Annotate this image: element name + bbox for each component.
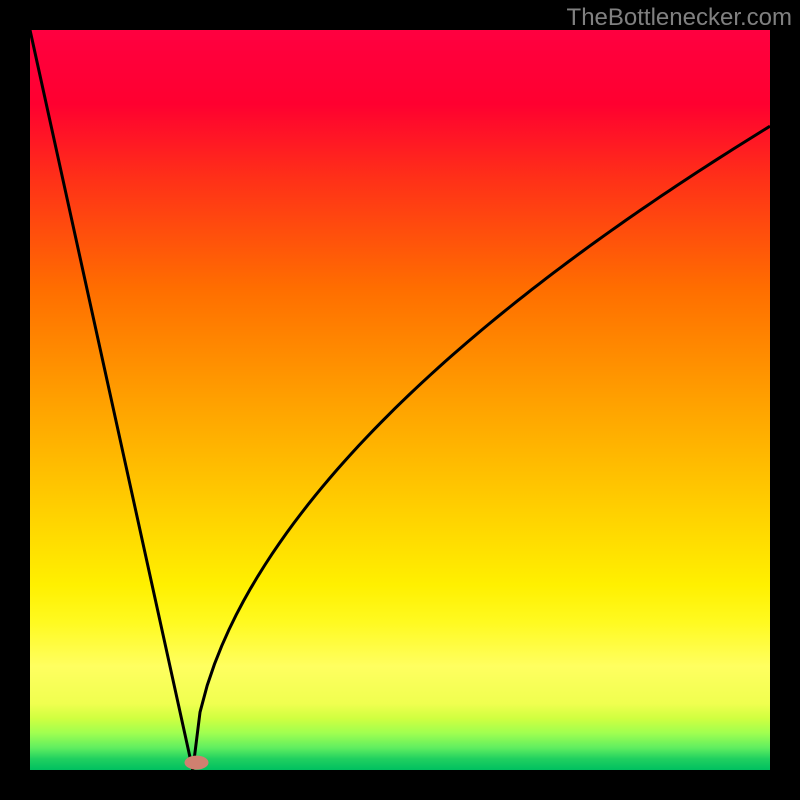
plot-gradient-background bbox=[30, 30, 770, 770]
bottleneck-chart bbox=[0, 0, 800, 800]
watermark-text: TheBottlenecker.com bbox=[567, 4, 792, 32]
optimum-marker bbox=[185, 756, 209, 770]
chart-container: { "watermark": { "text": "TheBottlenecke… bbox=[0, 0, 800, 800]
